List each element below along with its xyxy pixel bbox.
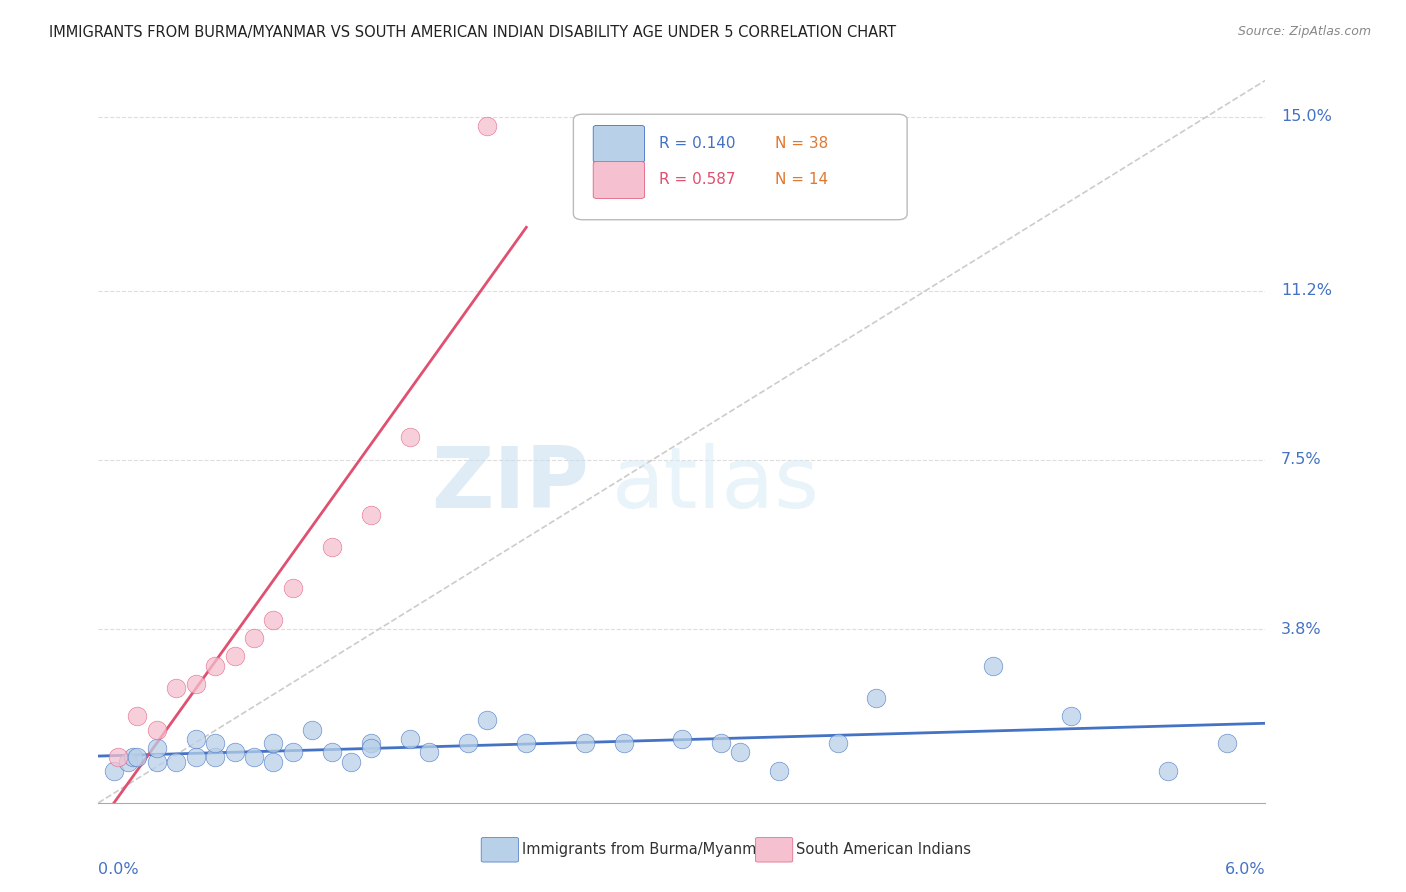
Point [127, 750, 149, 764]
Point [418, 746, 440, 760]
Point [165, 755, 187, 769]
Text: Immigrants from Burma/Myanmar: Immigrants from Burma/Myanmar [522, 842, 772, 857]
Point [243, 631, 266, 645]
Text: 15.0%: 15.0% [1281, 110, 1331, 124]
Text: N = 38: N = 38 [775, 136, 828, 152]
Point [710, 736, 733, 750]
Text: 3.8%: 3.8% [1281, 622, 1322, 637]
Point [281, 746, 304, 760]
Point [515, 736, 537, 750]
Text: 6.0%: 6.0% [1225, 863, 1265, 877]
Point [122, 750, 145, 764]
Point [477, 714, 499, 728]
Point [146, 740, 169, 755]
Point [730, 746, 752, 760]
Text: 11.2%: 11.2% [1281, 283, 1331, 298]
Point [865, 690, 887, 705]
Point [243, 750, 266, 764]
FancyBboxPatch shape [593, 126, 644, 162]
Text: N = 14: N = 14 [775, 172, 828, 187]
FancyBboxPatch shape [755, 838, 793, 862]
Point [1157, 764, 1180, 778]
Text: R = 0.587: R = 0.587 [658, 172, 735, 187]
Point [146, 755, 169, 769]
Point [1215, 736, 1237, 750]
FancyBboxPatch shape [481, 838, 519, 862]
Text: Source: ZipAtlas.com: Source: ZipAtlas.com [1237, 25, 1371, 38]
Point [224, 746, 246, 760]
Point [204, 736, 226, 750]
Point [457, 736, 479, 750]
Point [281, 581, 304, 595]
Point [107, 750, 129, 764]
Point [1060, 709, 1083, 723]
Point [574, 736, 596, 750]
Point [768, 764, 790, 778]
Point [262, 613, 284, 627]
Point [204, 750, 226, 764]
Point [117, 755, 139, 769]
Point [398, 731, 420, 746]
Point [360, 508, 382, 522]
Point [360, 736, 382, 750]
Point [340, 755, 363, 769]
Point [301, 723, 323, 737]
Point [146, 723, 169, 737]
Text: R = 0.140: R = 0.140 [658, 136, 735, 152]
Point [184, 731, 207, 746]
Point [224, 649, 246, 664]
Point [613, 736, 636, 750]
Text: South American Indians: South American Indians [796, 842, 972, 857]
Text: ZIP: ZIP [430, 443, 589, 526]
Point [398, 430, 420, 444]
Point [165, 681, 187, 696]
Point [981, 658, 1004, 673]
Text: 7.5%: 7.5% [1281, 452, 1322, 467]
Point [827, 736, 849, 750]
Text: IMMIGRANTS FROM BURMA/MYANMAR VS SOUTH AMERICAN INDIAN DISABILITY AGE UNDER 5 CO: IMMIGRANTS FROM BURMA/MYANMAR VS SOUTH A… [49, 25, 897, 40]
Point [321, 540, 343, 554]
Point [103, 764, 125, 778]
Point [204, 658, 226, 673]
Point [360, 740, 382, 755]
Point [127, 709, 149, 723]
Point [262, 736, 284, 750]
Point [184, 750, 207, 764]
Point [671, 731, 693, 746]
FancyBboxPatch shape [574, 114, 907, 219]
Point [321, 746, 343, 760]
Point [184, 677, 207, 691]
Text: 0.0%: 0.0% [98, 863, 139, 877]
Point [477, 119, 499, 133]
Point [262, 755, 284, 769]
Text: atlas: atlas [612, 443, 820, 526]
FancyBboxPatch shape [593, 161, 644, 198]
